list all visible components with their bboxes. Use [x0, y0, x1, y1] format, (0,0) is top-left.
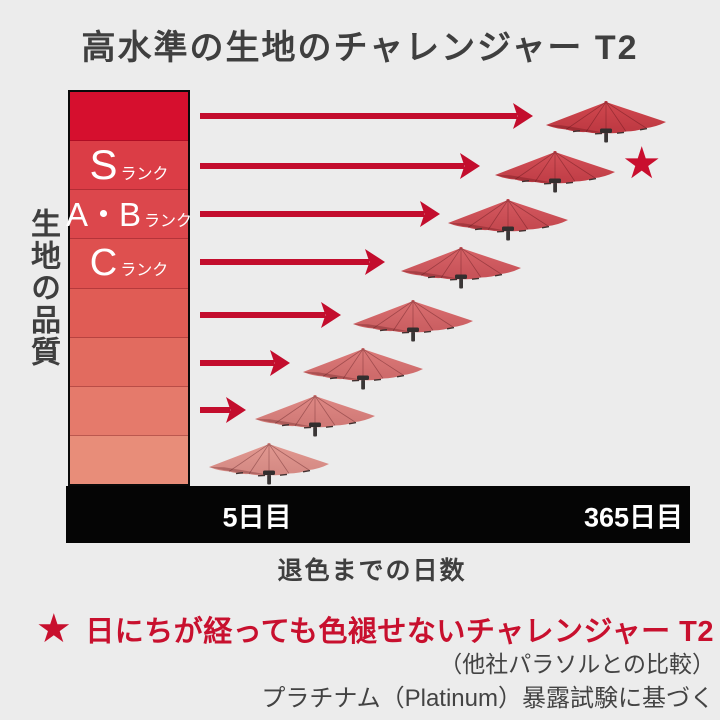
fade-arrow-shaft — [200, 312, 325, 318]
quality-segment: A・B ランク — [66, 190, 192, 240]
umbrella-icon — [255, 395, 375, 437]
fade-arrow-shaft — [200, 259, 369, 265]
fade-arrow-shaft — [200, 113, 517, 119]
umbrella — [206, 443, 332, 485]
quality-segment — [70, 386, 188, 436]
umbrella-icon — [401, 247, 521, 289]
fade-arrow-shaft — [200, 211, 424, 217]
quality-segment: S ランク — [70, 141, 188, 191]
quality-segment — [70, 92, 188, 142]
challenger-star-icon: ★ — [622, 139, 662, 188]
rank-label: A・B ランク — [66, 198, 192, 231]
x-axis-bar: 5日目 365日目 — [66, 486, 690, 543]
x-tick-left: 5日目 — [222, 502, 292, 532]
rank-label-main: A・B — [65, 195, 141, 233]
umbrella — [398, 247, 524, 289]
umbrella — [300, 348, 426, 390]
fade-arrow-shaft — [200, 360, 274, 366]
umbrella-icon — [546, 101, 666, 143]
y-axis-label: 生地の品質 — [26, 208, 59, 368]
legend-line-1-text: 日にちが経っても色褪せないチャレンジャー T2 — [85, 616, 714, 648]
umbrella — [543, 101, 669, 143]
umbrella — [492, 151, 618, 193]
chart-title: 高水準の生地のチャレンジャー T2 — [81, 29, 639, 67]
quality-bar: S ランク A・B ランク C ランク — [66, 90, 192, 486]
rank-label-main: C — [89, 242, 117, 285]
legend-star-icon: ★ — [35, 607, 73, 651]
rank-label-main: S — [89, 141, 117, 189]
legend-line-2: （他社パラソルとの比較） — [439, 651, 715, 677]
umbrella-icon — [209, 443, 329, 485]
rank-label-suffix: ランク — [120, 262, 169, 280]
umbrella-icon — [495, 151, 615, 193]
quality-segment: C ランク — [70, 239, 188, 289]
fade-arrow-shaft — [200, 407, 230, 413]
rank-label-suffix: ランク — [144, 212, 193, 230]
umbrella-icon — [353, 300, 473, 342]
rank-label: S ランク — [89, 144, 168, 186]
legend-line-3: プラチナム（Platinum）暴露試験に基づく — [261, 685, 714, 712]
legend-line-1: ★ 日にちが経っても色褪せないチャレンジャー T2 — [36, 608, 714, 650]
rank-label-suffix: ランク — [120, 166, 169, 184]
quality-segment — [70, 435, 188, 484]
umbrella — [350, 300, 476, 342]
fade-arrow-shaft — [200, 163, 464, 169]
rank-label: C ランク — [90, 244, 168, 282]
x-axis-label: 退色までの日数 — [277, 557, 467, 585]
umbrella — [252, 395, 378, 437]
quality-segment — [70, 337, 188, 387]
quality-segment — [70, 288, 188, 338]
umbrella-icon — [448, 199, 568, 241]
x-tick-right: 365日目 — [583, 502, 683, 532]
umbrella — [445, 199, 571, 241]
umbrella-icon — [303, 348, 423, 390]
